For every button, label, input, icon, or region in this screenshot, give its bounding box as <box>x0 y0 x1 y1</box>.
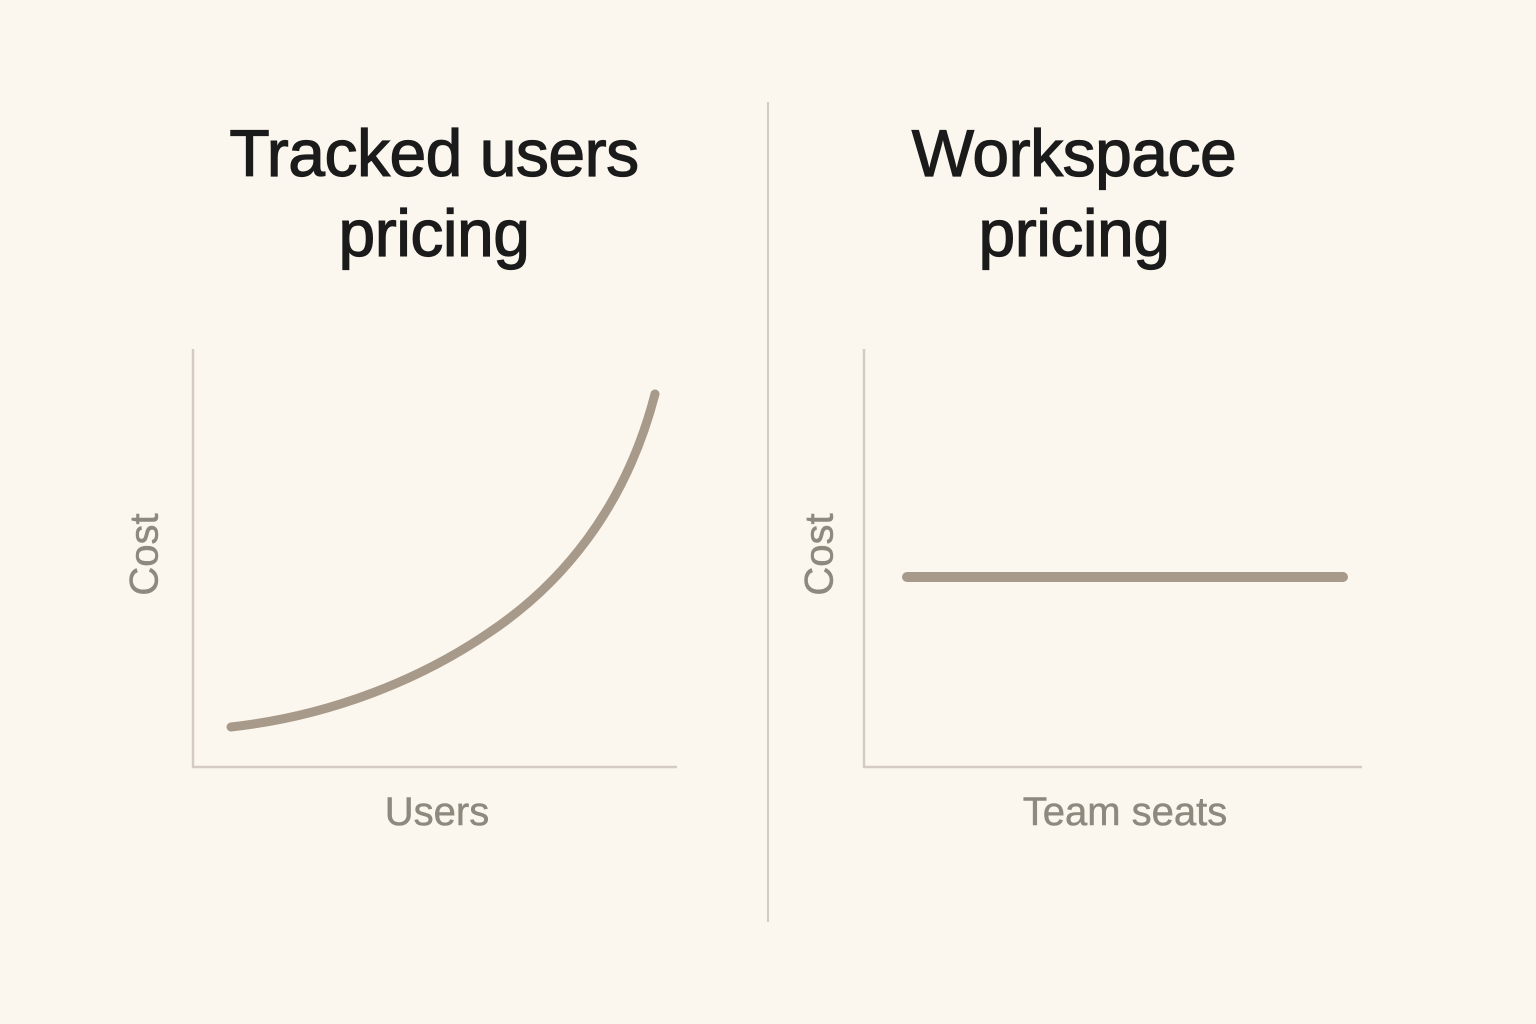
panel-divider <box>767 102 769 922</box>
left-x-axis-label: Users <box>384 790 490 835</box>
right-x-axis-label: Team seats <box>1022 790 1228 835</box>
left-title-line2: pricing <box>338 195 531 270</box>
right-chart-title: Workspace pricing <box>824 113 1324 273</box>
left-cost-curve <box>226 389 660 732</box>
left-title-line1: Tracked users <box>229 115 640 190</box>
left-y-axis-label: Cost <box>122 513 167 596</box>
right-title-line2: pricing <box>978 195 1171 270</box>
right-y-axis-label: Cost <box>797 513 842 596</box>
right-title-line1: Workspace <box>911 115 1237 190</box>
left-axes <box>191 349 677 769</box>
left-chart-title: Tracked users pricing <box>184 113 684 273</box>
right-axes <box>862 349 1362 769</box>
